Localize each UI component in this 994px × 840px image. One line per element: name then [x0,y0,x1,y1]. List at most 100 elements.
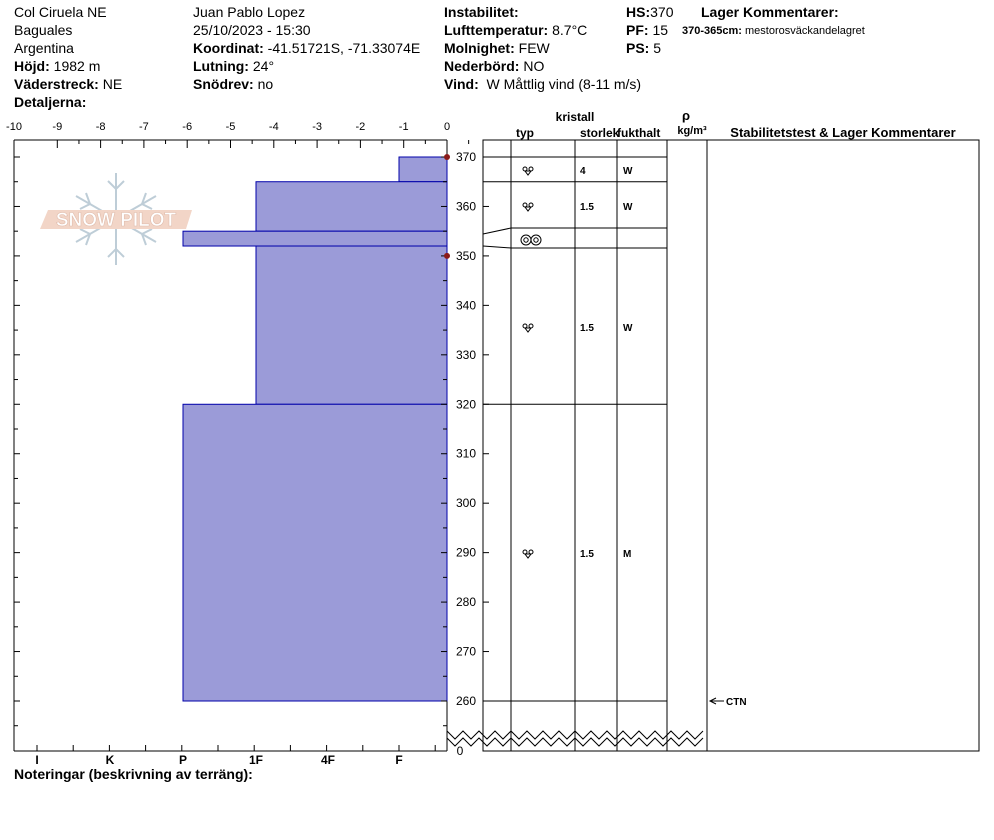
wind: Vind: W Måttlig vind (8-11 m/s) [444,76,642,92]
hardness-tick-label: F [395,753,402,767]
height-tick-label: 270 [456,645,476,659]
rounding-faceted-icon [524,327,532,333]
instability: Instabilitet: [444,4,519,20]
height-tick-label: 300 [456,496,476,510]
moisture: M [623,549,631,560]
rounding-faceted-icon [522,202,534,212]
penetration: PS: 5 [626,40,662,56]
height-tick-label: 330 [456,348,476,362]
rounding-faceted-icon [522,549,528,555]
moisture: W [623,166,633,177]
ground-break [446,730,704,747]
temp-tick-label: 0 [444,121,450,133]
height-tick-label: 360 [456,199,476,213]
hardness-tick-label: K [106,753,115,767]
snowpilot-watermark: SNOW PILOT [40,173,192,265]
rounding-faceted-icon [524,206,532,212]
grain-size: 1.5 [580,549,594,560]
rounding-faceted-icon [524,170,532,176]
grain-size: 1.5 [580,323,594,334]
height-tick-label: 310 [456,447,476,461]
wind-drift: Snödrev: no [193,76,274,92]
layer-rows: 4 W 1.5 W 1.5 W 1.5 M [482,156,667,702]
layer-table: kristall typ storlek fukthalt ρ kg/m³ St… [482,108,980,752]
moisture: W [623,202,633,213]
region: Baguales [14,22,73,38]
coordinates: Koordinat: -41.51721S, -71.33074E [193,40,421,56]
height-tick-label: 350 [456,249,476,263]
hardness-axis: I K P 1F 4F F [35,745,436,767]
hardness-tick-label: P [179,753,187,767]
hardness-bars [182,156,448,702]
temp-tick-label: -9 [52,121,62,133]
svg-text:SNOW PILOT: SNOW PILOT [56,210,177,231]
melt-freeze-icon [533,237,539,243]
site-name: Col Ciruela NE [14,4,107,20]
hardness-bar [255,181,448,232]
temp-tick-label: -1 [399,121,409,133]
layer-boundary [482,227,512,235]
col-type: typ [516,126,534,140]
layer-comments-title: Lager Kommentarer: [701,4,839,20]
col-moisture: fukthalt [617,126,660,140]
melt-freeze-icon [523,237,529,243]
observer: Juan Pablo Lopez [193,4,306,20]
col-size: storlek [580,126,620,140]
rounding-faceted-icon [524,553,532,559]
temp-tick-label: -10 [6,121,22,133]
moisture: W [623,323,633,334]
grain-size: 1.5 [580,202,594,213]
temperature-point [444,154,450,160]
hardness-tick-label: 1F [249,753,263,767]
height-tick-label: 290 [456,546,476,560]
hardness-bar [182,403,448,702]
hardness-bar [255,245,448,405]
grain-size: 4 [580,166,586,177]
height-tick-label: 340 [456,298,476,312]
ground-break-line [446,737,704,747]
height-tick-label: 260 [456,694,476,708]
height-tick-label: 320 [456,397,476,411]
hardness-tick-label: I [35,753,38,767]
layer-comment: 370-365cm: mestorosväckandelagret [682,25,865,37]
hardness-bar [398,156,448,183]
temp-tick-label: -6 [182,121,192,133]
col-density-unit: kg/m³ [677,125,707,137]
col-stability: Stabilitetstest & Lager Kommentarer [730,125,955,140]
rounding-faceted-icon [522,549,534,559]
stability-tests: CTN [708,697,747,708]
rounding-faceted-icon [522,202,528,208]
country: Argentina [14,40,74,56]
pit-depth: PF: 15 [626,22,669,38]
hardness-bar [182,230,448,247]
hardness-tick-label: 4F [321,753,335,767]
rounding-faceted-icon [528,166,534,172]
temperature-axis: -10 -9 -8 -7 -6 -5 -4 -3 -2 -1 0 [6,121,470,148]
height-axis: 370 360 350 340 330 320 310 300 290 280 270 260 0 [14,150,489,758]
rounding-faceted-icon [528,202,534,208]
height-tick-label: 280 [456,595,476,609]
temp-tick-label: -3 [312,121,322,133]
height-zero-label: 0 [457,744,464,758]
layer-boundary [482,245,512,249]
col-rho: ρ [682,108,690,123]
datetime: 25/10/2023 - 15:30 [193,22,311,38]
rounding-faceted-icon [522,166,528,172]
temp-tick-label: -5 [226,121,236,133]
stability-test-label: CTN [726,697,747,708]
slope: Lutning: 24° [193,58,275,74]
rounding-faceted-icon [522,166,534,176]
stability-test-arrow [708,697,717,705]
melt-freeze-icon [520,234,532,246]
elevation: Höjd: 1982 m [14,58,101,74]
temp-tick-label: -2 [356,121,366,133]
precipitation: Nederbörd: NO [444,58,545,74]
details: Detaljerna: [14,94,87,110]
temperature-point [444,252,450,259]
air-temperature: Lufttemperatur: 8.7°C [444,22,588,38]
aspect: Väderstreck: NE [14,76,123,92]
rounding-faceted-icon [528,323,534,329]
col-crystal: kristall [556,110,595,124]
rounding-faceted-icon [528,549,534,555]
